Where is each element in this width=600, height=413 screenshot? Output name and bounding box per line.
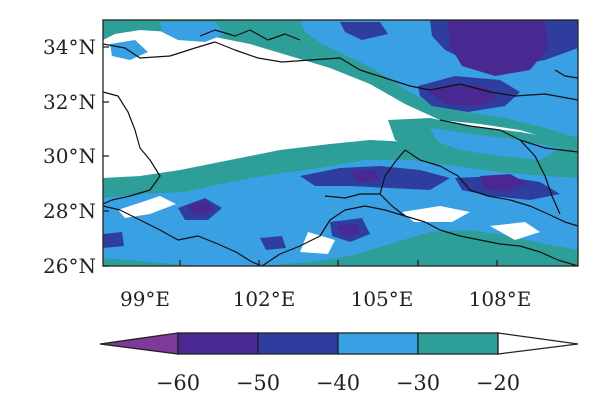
axis-ticks [103,46,498,267]
colorbar-segment-4 [417,332,499,355]
colorbar-label-minus40: −40 [316,371,360,395]
contour-gap-4 [490,222,540,240]
colorbar-segment-2 [257,332,339,355]
contour-gap-3 [402,206,470,222]
province-boundaries [103,29,578,266]
colorbar-segment-1 [177,332,259,355]
contour-fields [103,20,578,266]
lat-label-26n: 26°N [43,254,96,278]
lat-label-30n: 30°N [43,144,96,168]
contour-gap-2 [300,232,335,254]
contour-south-purple-2 [186,200,214,216]
lat-label-32n: 32°N [43,90,96,114]
contour-north-lightblue-2 [160,22,225,42]
contour-south-purple [480,174,528,192]
lon-label-105e: 105°E [351,287,414,311]
contour-south-purple-4 [350,170,380,182]
lat-label-28n: 28°N [43,199,96,223]
lat-label-34n: 34°N [43,35,96,59]
colorbar-extend-low [99,332,179,355]
contour-gap-1 [118,196,176,218]
longitude-labels: 99°E 102°E 105°E 108°E [120,287,531,311]
map-frame [102,19,579,267]
contour-south-purple-3 [336,224,360,236]
colorbar-label-minus60: −60 [156,371,200,395]
contour-south-blue-5 [103,232,124,248]
latitude-labels: 34°N 32°N 30°N 28°N 26°N [43,35,96,278]
colorbar: −60 −50 −40 −30 −20 [99,332,579,395]
lon-label-108e: 108°E [469,287,532,311]
contour-north-purple [448,20,548,76]
colorbar-label-minus20: −20 [476,371,520,395]
colorbar-label-minus50: −50 [236,371,280,395]
lon-label-102e: 102°E [233,287,296,311]
map-panel: 34°N 32°N 30°N 28°N 26°N 99°E 102°E 105°… [43,19,579,311]
contour-south-blue-6 [260,236,286,250]
contour-north-blue-3 [340,22,388,40]
lon-label-99e: 99°E [120,287,170,311]
colorbar-extend-high [497,332,579,355]
contour-mid-lightblue [430,128,560,160]
colorbar-segment-3 [337,332,419,355]
colorbar-label-minus30: −30 [396,371,440,395]
